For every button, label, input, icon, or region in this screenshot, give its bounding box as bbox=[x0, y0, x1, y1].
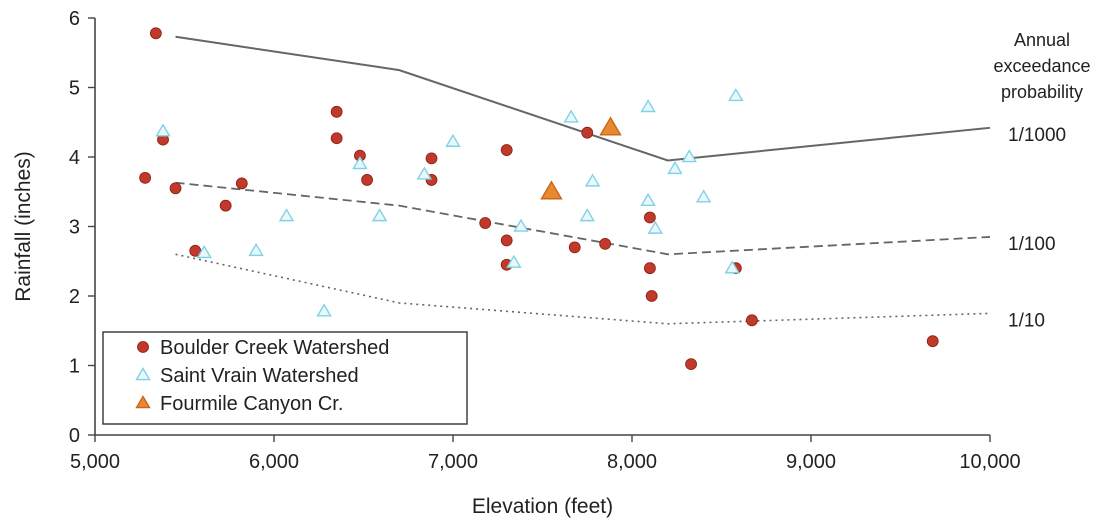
data-point-series-0 bbox=[330, 105, 343, 118]
data-point-series-2 bbox=[599, 116, 622, 136]
data-point-series-0 bbox=[235, 177, 248, 190]
legend-label: Boulder Creek Watershed bbox=[160, 337, 389, 359]
y-tick-label: 0 bbox=[69, 425, 80, 447]
exceedance-line-label: 1/100 bbox=[1008, 234, 1056, 255]
legend-label: Fourmile Canyon Cr. bbox=[160, 393, 343, 415]
data-point-series-1 bbox=[278, 208, 295, 222]
data-point-series-1 bbox=[563, 109, 579, 123]
lines-title: Annual bbox=[1014, 30, 1070, 50]
y-tick-label: 2 bbox=[69, 286, 80, 308]
x-tick-label: 5,000 bbox=[70, 451, 120, 473]
data-point-series-0 bbox=[599, 237, 612, 250]
legend-marker bbox=[135, 367, 151, 381]
data-point-series-0 bbox=[644, 211, 656, 224]
x-tick-label: 9,000 bbox=[786, 451, 836, 473]
data-point-series-1 bbox=[667, 160, 683, 175]
x-tick-label: 10,000 bbox=[959, 451, 1020, 473]
exceedance-line-1-10 bbox=[175, 253, 991, 325]
data-point-series-1 bbox=[728, 87, 744, 102]
data-point-series-1 bbox=[248, 242, 264, 257]
data-point-series-0 bbox=[746, 314, 758, 327]
y-tick-label: 5 bbox=[69, 78, 80, 100]
data-point-series-0 bbox=[219, 199, 232, 212]
data-point-series-0 bbox=[479, 217, 492, 229]
exceedance-line-1-1000 bbox=[175, 35, 991, 162]
data-point-series-1 bbox=[196, 245, 212, 259]
exceedance-line-label: 1/1000 bbox=[1008, 125, 1066, 146]
data-point-series-0 bbox=[361, 174, 373, 186]
data-point-series-0 bbox=[500, 144, 513, 156]
exceedance-line-1-100 bbox=[175, 181, 991, 256]
y-tick-label: 4 bbox=[69, 147, 80, 169]
exceedance-line-label: 1/10 bbox=[1008, 310, 1045, 331]
data-point-series-1 bbox=[681, 149, 698, 163]
y-tick-label: 6 bbox=[69, 8, 80, 30]
legend-marker bbox=[137, 341, 149, 353]
data-point-series-1 bbox=[584, 173, 601, 187]
x-tick-label: 8,000 bbox=[607, 451, 657, 473]
data-point-series-0 bbox=[189, 244, 202, 257]
x-axis-title: Elevation (feet) bbox=[472, 495, 613, 518]
data-point-series-0 bbox=[568, 241, 581, 254]
lines-title: probability bbox=[1001, 82, 1083, 102]
legend-box bbox=[102, 331, 468, 425]
y-tick-label: 1 bbox=[69, 356, 80, 378]
x-tick-label: 7,000 bbox=[428, 451, 478, 473]
legend: Boulder Creek Watershed Saint Vrain Water… bbox=[102, 331, 468, 425]
legend-marker bbox=[135, 395, 151, 409]
data-point-series-1 bbox=[352, 156, 368, 170]
lines-title: exceedance bbox=[993, 56, 1090, 76]
exceedance-curves: 1/1000 1/100 1/10 Annual exceedance probabili… bbox=[175, 30, 1091, 331]
x-tick-label: 6,000 bbox=[249, 451, 299, 473]
data-point-series-0 bbox=[685, 358, 697, 371]
data-point-series-0 bbox=[149, 27, 162, 40]
data-point-series-1 bbox=[640, 99, 656, 113]
data-point-series-1 bbox=[640, 192, 656, 207]
data-point-series-0 bbox=[500, 234, 513, 247]
data-point-series-2 bbox=[540, 180, 563, 200]
data-point-series-1 bbox=[579, 208, 595, 222]
data-point-series-0 bbox=[425, 152, 438, 165]
data-points bbox=[139, 27, 939, 371]
data-point-series-1 bbox=[724, 260, 740, 274]
data-point-series-1 bbox=[155, 123, 171, 137]
data-point-series-0 bbox=[139, 171, 152, 184]
data-point-series-0 bbox=[330, 132, 343, 145]
legend-label: Saint Vrain Watershed bbox=[160, 365, 359, 387]
data-point-series-0 bbox=[926, 335, 939, 348]
data-point-series-1 bbox=[371, 208, 388, 222]
data-point-series-1 bbox=[647, 220, 663, 234]
data-point-series-1 bbox=[506, 254, 522, 268]
data-point-series-1 bbox=[445, 133, 461, 147]
y-axis-title: Rainfall (inches) bbox=[12, 151, 35, 302]
y-tick-label: 3 bbox=[69, 217, 80, 239]
axes: 5,000 6,000 7,000 8,000 9,000 10,000 0 1 2 3 4 5 6 El… bbox=[12, 8, 1021, 518]
data-point-series-0 bbox=[581, 126, 594, 139]
data-point-series-0 bbox=[645, 290, 658, 302]
data-point-series-0 bbox=[169, 182, 182, 195]
data-point-series-1 bbox=[513, 218, 529, 232]
data-point-series-1 bbox=[416, 166, 433, 180]
data-point-series-0 bbox=[644, 262, 656, 275]
data-point-series-1 bbox=[316, 303, 332, 317]
data-point-series-1 bbox=[695, 189, 712, 203]
